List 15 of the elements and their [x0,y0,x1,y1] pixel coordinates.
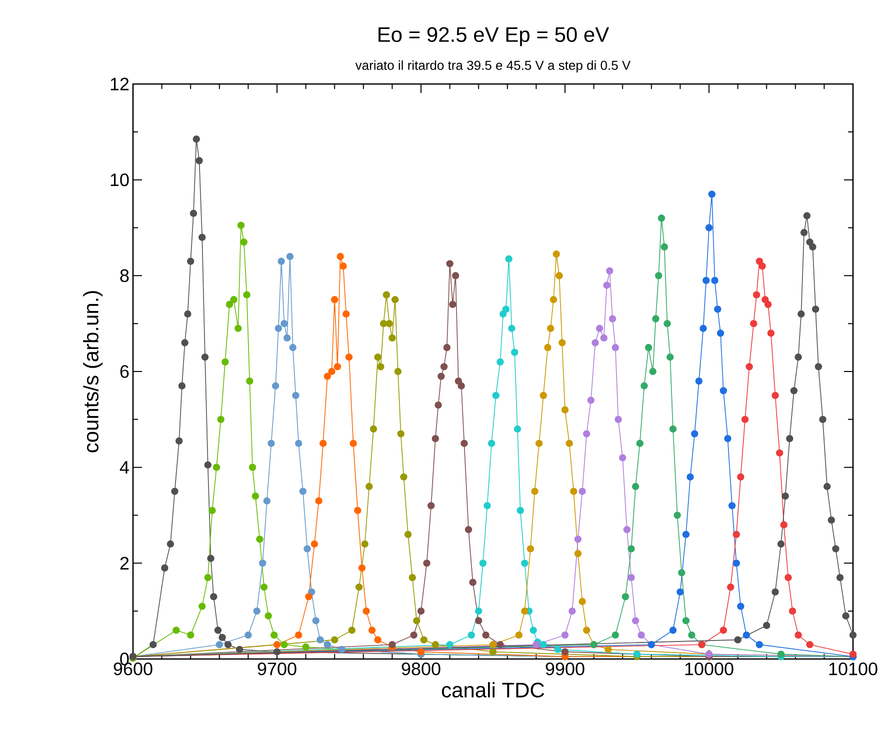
x-tick-label: 9700 [258,662,296,676]
y-axis-title: counts/s (arb.un.) [83,291,103,452]
chart-subtitle: variato il ritardo tra 39.5 e 45.5 V a step di 0.5 V [355,60,631,72]
x-tick-label: 10100 [829,662,878,676]
x-tick-label: 9900 [546,662,584,676]
y-tick-label: 8 [120,269,129,282]
y-tick-label: 10 [110,173,129,186]
y-tick-label: 6 [120,365,129,378]
chart-title: Eo = 92.5 eV Ep = 50 eV [378,27,610,46]
y-tick-label: 2 [120,556,129,570]
x-axis-title: canali TDC [442,682,544,698]
x-tick-label: 9800 [402,662,440,676]
x-tick-label: 10000 [685,662,734,676]
y-tick-label: 12 [110,78,129,90]
y-tick-label: 4 [120,461,129,474]
